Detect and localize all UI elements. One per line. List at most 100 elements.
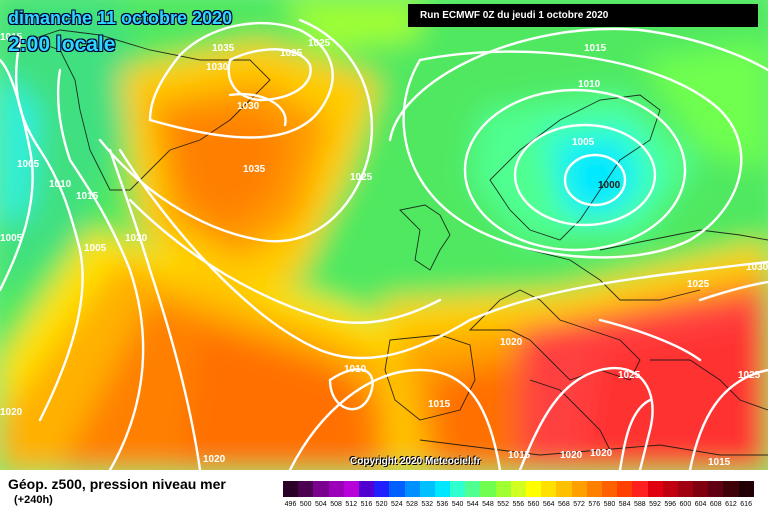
legend-value: 608 xyxy=(709,501,722,508)
pressure-label: 1000 xyxy=(598,180,621,191)
model-run-banner: Run ECMWF 0Z du jeudi 1 octobre 2020 xyxy=(408,4,758,27)
legend-value: 600 xyxy=(679,501,692,508)
pressure-label: 1025 xyxy=(687,279,710,290)
pressure-labels: 1015 1035 1030 1025 1025 1030 1005 1010 … xyxy=(0,32,768,468)
legend-value: 504 xyxy=(315,501,327,508)
field-description: Géop. z500, pression niveau mer xyxy=(8,476,226,492)
legend-value: 616 xyxy=(740,501,752,508)
legend-value: 596 xyxy=(664,501,677,508)
pressure-label: 1005 xyxy=(572,137,595,148)
legend-value: 544 xyxy=(466,501,479,508)
legend-value: 592 xyxy=(649,501,661,508)
legend-swatch: 616 xyxy=(738,481,754,508)
legend-swatch: 496 xyxy=(283,481,299,508)
legend-value: 584 xyxy=(618,501,631,508)
legend-value: 496 xyxy=(284,501,297,508)
legend-swatch: 556 xyxy=(510,481,526,508)
legend-swatch: 528 xyxy=(404,481,420,508)
pressure-label: 1030 xyxy=(746,262,768,273)
legend-value: 560 xyxy=(527,501,540,508)
pressure-label: 1015 xyxy=(508,450,531,461)
legend-value: 520 xyxy=(375,501,388,508)
isobars xyxy=(0,18,768,470)
legend-swatch: 604 xyxy=(693,481,709,508)
pressure-label: 1010 xyxy=(344,364,367,375)
legend-swatch: 568 xyxy=(556,481,572,508)
legend-swatch: 564 xyxy=(541,481,557,508)
pressure-label: 1015 xyxy=(584,43,607,54)
pressure-label: 1025 xyxy=(738,370,761,381)
legend-swatch: 608 xyxy=(708,481,724,508)
legend-swatch: 520 xyxy=(374,481,390,508)
legend-swatch: 584 xyxy=(617,481,633,508)
pressure-label: 1005 xyxy=(84,243,107,254)
legend-swatch: 552 xyxy=(495,481,511,508)
pressure-label: 1015 xyxy=(76,191,99,202)
pressure-label: 1025 xyxy=(308,38,331,49)
legend-swatch: 548 xyxy=(480,481,496,508)
pressure-label: 1035 xyxy=(212,43,235,54)
pressure-label: 1025 xyxy=(350,172,373,183)
legend-value: 516 xyxy=(360,501,373,508)
forecast-time-title: 2:00 locale xyxy=(8,33,116,56)
forecast-date-title: dimanche 11 octobre 2020 xyxy=(8,8,233,28)
legend-value: 508 xyxy=(330,501,342,508)
pressure-label: 1020 xyxy=(125,233,148,244)
legend-value: 512 xyxy=(345,501,358,508)
pressure-label: 1015 xyxy=(0,32,23,43)
pressure-label: 1015 xyxy=(708,457,731,468)
legend-value: 572 xyxy=(573,501,585,508)
color-scale-legend: 496 500 504 508 512 516 520 524 528 532 536 540 544 5… xyxy=(283,481,754,508)
legend-swatch: 572 xyxy=(571,481,587,508)
legend-swatch: 580 xyxy=(601,481,618,508)
legend-value: 576 xyxy=(588,501,601,508)
legend-swatch: 544 xyxy=(465,481,481,508)
legend-swatch: 500 xyxy=(298,481,314,508)
legend-value: 524 xyxy=(390,501,403,508)
legend-value: 564 xyxy=(542,501,555,508)
copyright-text: Copyright 2020 Meteociel.fr xyxy=(350,456,481,467)
pressure-label: 1025 xyxy=(618,370,641,381)
pressure-label: 1020 xyxy=(0,407,23,418)
legend-swatch: 600 xyxy=(677,481,694,508)
legend-swatch: 508 xyxy=(328,481,344,508)
legend-value: 528 xyxy=(406,501,418,508)
legend-value: 580 xyxy=(603,501,616,508)
pressure-label: 1020 xyxy=(560,450,583,461)
pressure-label: 1020 xyxy=(203,454,226,465)
pressure-label: 1030 xyxy=(206,62,229,73)
pressure-label: 1015 xyxy=(428,399,451,410)
pressure-label: 1020 xyxy=(500,337,523,348)
legend-swatch: 512 xyxy=(343,481,359,508)
legend-swatch: 516 xyxy=(358,481,375,508)
legend-swatch: 524 xyxy=(389,481,405,508)
legend-swatch: 576 xyxy=(586,481,602,508)
legend-value: 548 xyxy=(482,501,494,508)
legend-value: 552 xyxy=(497,501,509,508)
pressure-label: 1035 xyxy=(243,164,266,175)
pressure-label: 1020 xyxy=(590,448,613,459)
legend-value: 540 xyxy=(451,501,464,508)
forecast-range: (+240h) xyxy=(14,494,53,506)
pressure-label: 1010 xyxy=(578,79,601,90)
legend-value: 536 xyxy=(436,501,449,508)
legend-swatch: 560 xyxy=(526,481,542,508)
pressure-label: 1025 xyxy=(280,48,303,59)
legend-swatch: 588 xyxy=(632,481,648,508)
pressure-label: 1010 xyxy=(49,179,72,190)
legend-swatch: 592 xyxy=(647,481,663,508)
legend-value: 588 xyxy=(633,501,646,508)
z500-map: 1015 1035 1030 1025 1025 1030 1005 1010 … xyxy=(0,0,768,470)
legend-swatch: 540 xyxy=(450,481,466,508)
pressure-label: 1005 xyxy=(17,159,40,170)
legend-value: 500 xyxy=(299,501,312,508)
legend-value: 556 xyxy=(512,501,525,508)
legend-value: 532 xyxy=(421,501,434,508)
legend-swatch: 612 xyxy=(723,481,739,508)
legend-swatch: 536 xyxy=(434,481,451,508)
legend-value: 568 xyxy=(558,501,570,508)
pressure-label: 1005 xyxy=(0,233,23,244)
legend-swatch: 596 xyxy=(662,481,678,508)
legend-swatch: 504 xyxy=(313,481,329,508)
